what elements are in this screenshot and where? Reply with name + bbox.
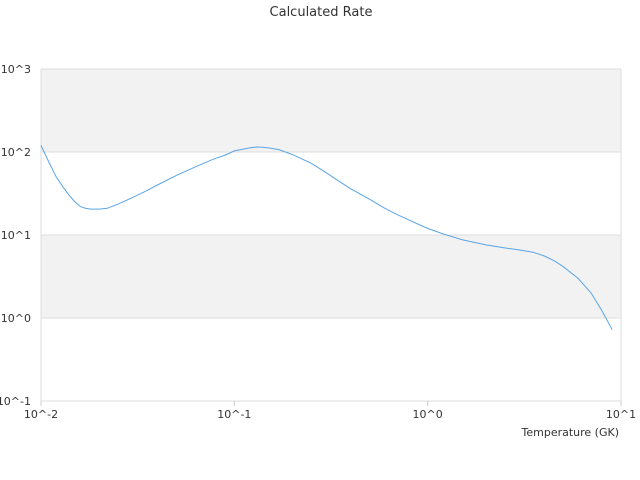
band-0 — [41, 318, 621, 401]
band-1 — [41, 235, 621, 318]
x-tick-label: 10^1 — [606, 408, 636, 421]
y-tick-label: 10^1 — [1, 229, 31, 242]
y-tick-label: 10^0 — [1, 312, 31, 325]
band-3 — [41, 69, 621, 152]
chart-title: Calculated Rate — [270, 5, 373, 20]
series-layer — [40, 145, 613, 331]
y-tick-label: 10^3 — [1, 63, 31, 76]
band-2 — [41, 152, 621, 235]
x-axis-ticks: 10^-2 10^-1 10^0 10^1 — [24, 401, 636, 421]
x-tick-label: 10^0 — [413, 408, 443, 421]
x-tick-label: 10^-1 — [217, 408, 251, 421]
plot-background-bands — [41, 69, 621, 401]
gridlines — [40, 68, 622, 402]
x-axis-label: Temperature (GK) — [521, 426, 620, 439]
y-axis-ticks: 10^-1 10^0 10^1 10^2 10^3 — [0, 63, 31, 408]
series-line-0 — [40, 145, 613, 331]
y-tick-label: 10^2 — [1, 146, 31, 159]
y-tick-label: 10^-1 — [0, 395, 31, 408]
x-tick-label: 10^-2 — [24, 408, 58, 421]
